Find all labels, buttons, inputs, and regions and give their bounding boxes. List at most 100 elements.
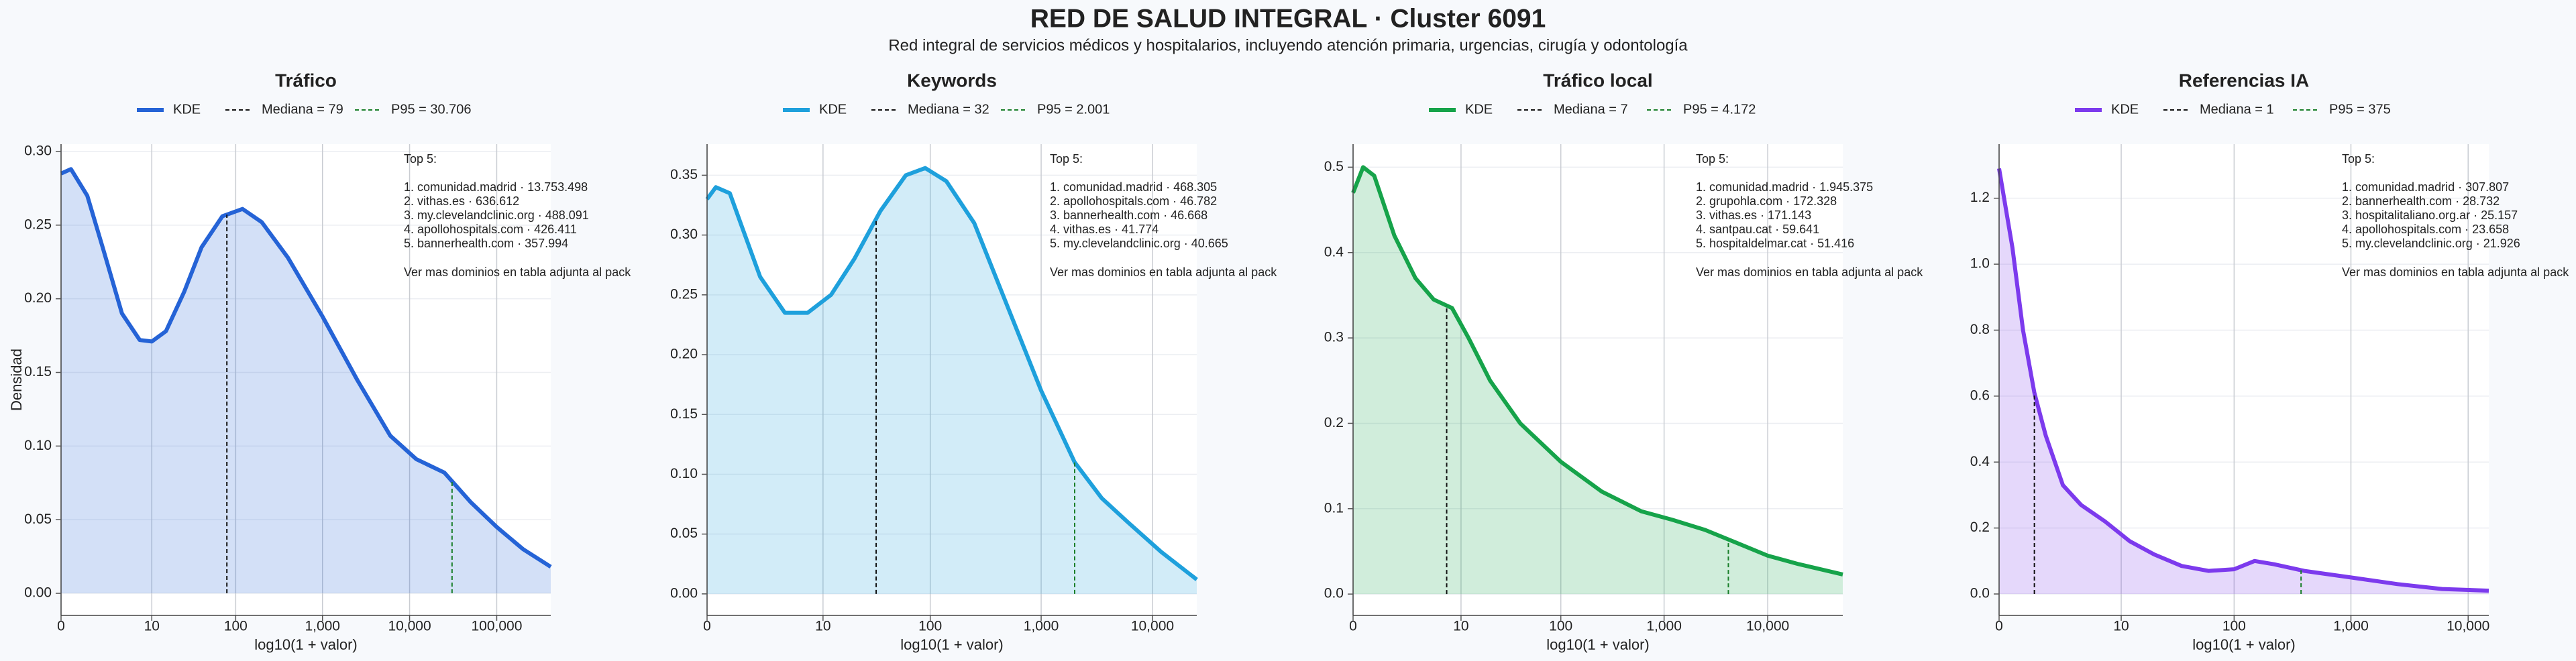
y-tick-label: 0.20 [24, 290, 52, 306]
y-tick-label: 0.8 [1970, 322, 1990, 337]
kde-line [705, 166, 1198, 581]
annotation-item: 1. comunidad.madrid · 307.807 [2342, 180, 2509, 194]
legend-label: Mediana = 1 [2200, 102, 2274, 117]
y-tick-label: 0.10 [670, 466, 698, 481]
x-tick-label: 100 [1549, 619, 1572, 634]
annotation-item: 1. comunidad.madrid · 13.753.498 [404, 180, 588, 194]
kde-line [1351, 165, 1843, 577]
y-tick-label: 0.4 [1970, 454, 1990, 469]
x-tick-label: 10,000 [1131, 619, 1174, 634]
kde-line [60, 167, 552, 569]
x-tick-label: 100 [2222, 619, 2246, 634]
y-tick-label: 1.0 [1970, 256, 1990, 272]
area-fill [1999, 168, 2489, 595]
y-tick-label: 0.3 [1324, 330, 1344, 345]
x-tick-label: 100 [224, 619, 248, 634]
annotation-item: 4. apollohospitals.com · 23.658 [2342, 223, 2509, 236]
y-tick-label: 1.2 [1970, 190, 1990, 205]
y-tick-label: 0.1 [1324, 500, 1344, 516]
y-tick-label: 0.5 [1324, 159, 1344, 174]
annotation-item: 5. my.clevelandclinic.org · 21.926 [2342, 237, 2520, 250]
y-tick-label: 0.00 [24, 585, 52, 601]
panel: Tráfico local 0.0 0.1 0.2 0.3 0.4 0.5 0 10 100 1,0… [1324, 70, 1923, 652]
annotation-heading: Top 5: [404, 152, 437, 166]
legend-label: P95 = 30.706 [391, 102, 472, 117]
x-tick-label: 0 [703, 619, 711, 634]
x-tick-label: 10 [2113, 619, 2129, 634]
kde-line [1997, 168, 2489, 593]
legend-label: KDE [2111, 102, 2139, 117]
y-tick-label: 0.25 [24, 217, 52, 232]
annotation-item: 3. bannerhealth.com · 46.668 [1050, 208, 1208, 222]
x-tick-label: 10 [144, 619, 160, 634]
panel-title: Tráfico local [1543, 70, 1652, 91]
annotation-item: 4. santpau.cat · 59.641 [1696, 223, 1819, 236]
area-fill [707, 168, 1197, 594]
panel-title: Keywords [907, 70, 997, 91]
legend-label: KDE [173, 102, 201, 117]
y-tick-label: 0.35 [670, 167, 698, 182]
legend-label: KDE [819, 102, 847, 117]
annotation-item: 4. vithas.es · 41.774 [1050, 223, 1159, 236]
x-tick-label: 0 [1349, 619, 1357, 634]
annotation-note: Ver mas dominios en tabla adjunta al pac… [404, 265, 631, 279]
panel-title: Referencias IA [2179, 70, 2310, 91]
annotation-item: 2. grupohla.com · 172.328 [1696, 194, 1837, 208]
x-tick-label: 1,000 [1646, 619, 1682, 634]
y-tick-label: 0.0 [1970, 586, 1990, 601]
plot-area [1999, 144, 2489, 615]
annotation-note: Ver mas dominios en tabla adjunta al pac… [1050, 265, 1277, 279]
x-tick-label: 10 [815, 619, 830, 634]
y-tick-label: 0.25 [670, 286, 698, 302]
x-tick-label: 1,000 [2333, 619, 2369, 634]
annotation-item: 2. apollohospitals.com · 46.782 [1050, 194, 1217, 208]
x-tick-label: 0 [1995, 619, 2003, 634]
panel: Keywords 0.00 0.05 0.10 0.15 0.20 0.25 0.30 0.35… [670, 70, 1277, 652]
area-fill [1353, 167, 1843, 595]
x-tick-label: 1,000 [1024, 619, 1059, 634]
y-tick-label: 0.10 [24, 438, 52, 453]
plot-area [61, 144, 551, 615]
annotation-item: 2. vithas.es · 636.612 [404, 194, 519, 208]
y-tick-label: 0.20 [670, 347, 698, 362]
y-tick-label: 0.15 [24, 364, 52, 379]
legend-label: Mediana = 7 [1554, 102, 1628, 117]
x-axis-label: log10(1 + valor) [2192, 636, 2295, 653]
y-tick-label: 0.00 [670, 585, 698, 601]
annotation-item: 2. bannerhealth.com · 28.732 [2342, 194, 2500, 208]
annotation-note: Ver mas dominios en tabla adjunta al pac… [1696, 265, 1923, 279]
area-fill [61, 169, 551, 594]
y-tick-label: 0.15 [670, 406, 698, 422]
x-tick-label: 10,000 [2447, 619, 2489, 634]
y-tick-label: 0.05 [24, 512, 52, 527]
x-tick-label: 10,000 [388, 619, 431, 634]
annotation-item: 3. vithas.es · 171.143 [1696, 208, 1811, 222]
annotation-heading: Top 5: [2342, 152, 2375, 166]
annotation-heading: Top 5: [1050, 152, 1083, 166]
annotation-note: Ver mas dominios en tabla adjunta al pac… [2342, 265, 2569, 279]
legend-label: Mediana = 79 [262, 102, 343, 117]
annotation-item: 5. my.clevelandclinic.org · 40.665 [1050, 237, 1228, 250]
legend-label: P95 = 375 [2329, 102, 2391, 117]
x-axis-label: log10(1 + valor) [254, 636, 357, 653]
y-tick-label: 0.30 [24, 143, 52, 159]
figure-subtitle: Red integral de servicios médicos y hosp… [888, 36, 1688, 54]
panel: Referencias IA 0.0 0.2 0.4 0.6 0.8 1.0 1.2 0 10 10… [1970, 70, 2569, 652]
legend-label: P95 = 4.172 [1683, 102, 1756, 117]
annotation-item: 5. hospitaldelmar.cat · 51.416 [1696, 237, 1854, 250]
y-tick-label: 0.05 [670, 526, 698, 541]
y-tick-label: 0.4 [1324, 244, 1344, 259]
y-tick-label: 0.0 [1324, 586, 1344, 601]
plot-area [707, 144, 1197, 615]
y-tick-label: 0.2 [1324, 415, 1344, 430]
y-tick-label: 0.6 [1970, 387, 1990, 403]
y-axis-label: Densidad [8, 349, 25, 411]
figure-title: RED DE SALUD INTEGRAL · Cluster 6091 [1030, 4, 1546, 33]
annotation-item: 3. hospitalitaliano.org.ar · 25.157 [2342, 208, 2518, 222]
annotation-item: 1. comunidad.madrid · 468.305 [1050, 180, 1217, 194]
x-tick-label: 100 [918, 619, 942, 634]
panel-title: Tráfico [275, 70, 337, 91]
x-tick-label: 100,000 [471, 619, 522, 634]
